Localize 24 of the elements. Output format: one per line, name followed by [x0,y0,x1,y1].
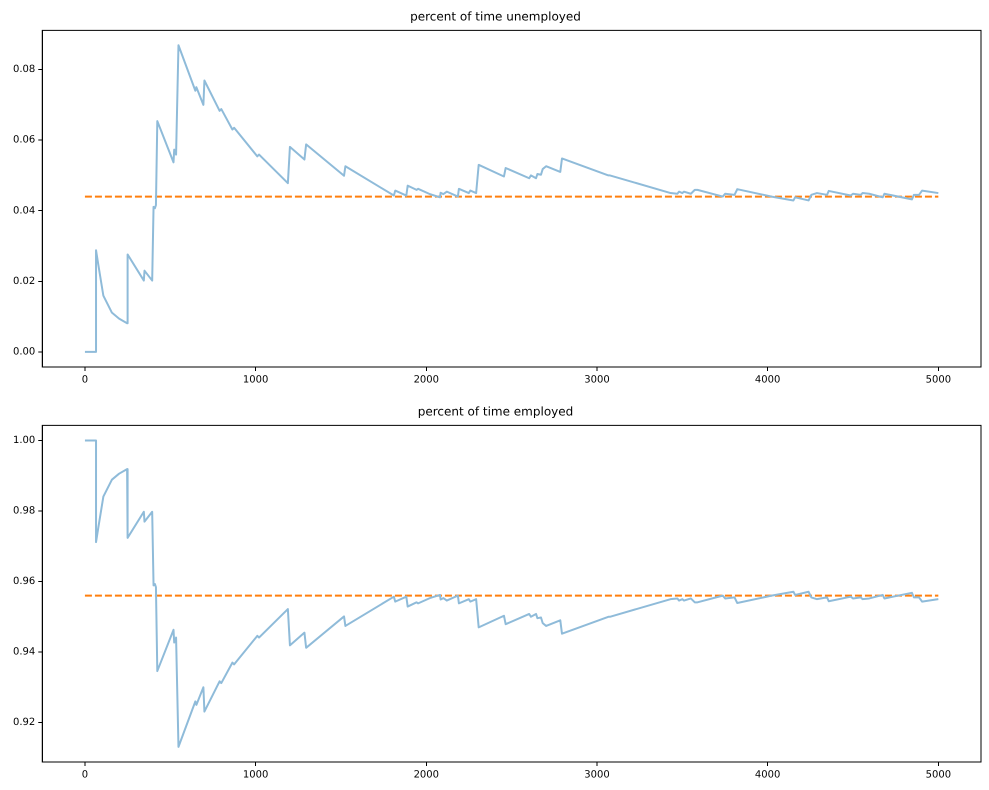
y-tick-label: 0.92 [13,717,36,728]
x-tick-label: 0 [82,374,88,386]
y-tick-label: 0.04 [13,205,36,216]
x-tick-label: 2000 [414,374,440,386]
chart-title: percent of time employed [418,404,574,418]
y-tick-label: 1.00 [13,435,36,446]
y-tick-label: 0.94 [13,646,36,658]
y-tick-label: 0.00 [13,346,36,358]
y-tick-label: 0.96 [13,576,36,588]
chart-title: percent of time unemployed [410,9,581,24]
y-tick-label: 0.06 [13,134,36,146]
x-tick-label: 1000 [242,770,268,781]
x-tick-label: 2000 [414,770,440,781]
x-tick-label: 3000 [584,374,610,386]
x-tick-label: 4000 [754,770,780,781]
y-tick-label: 0.02 [13,276,36,287]
x-tick-label: 5000 [926,374,952,386]
x-tick-label: 1000 [242,374,268,386]
y-tick-label: 0.98 [13,506,36,517]
x-tick-label: 4000 [754,374,780,386]
y-tick-label: 0.08 [13,64,36,76]
x-tick-label: 3000 [584,770,610,781]
x-tick-label: 0 [82,770,88,781]
x-tick-label: 5000 [926,770,952,781]
